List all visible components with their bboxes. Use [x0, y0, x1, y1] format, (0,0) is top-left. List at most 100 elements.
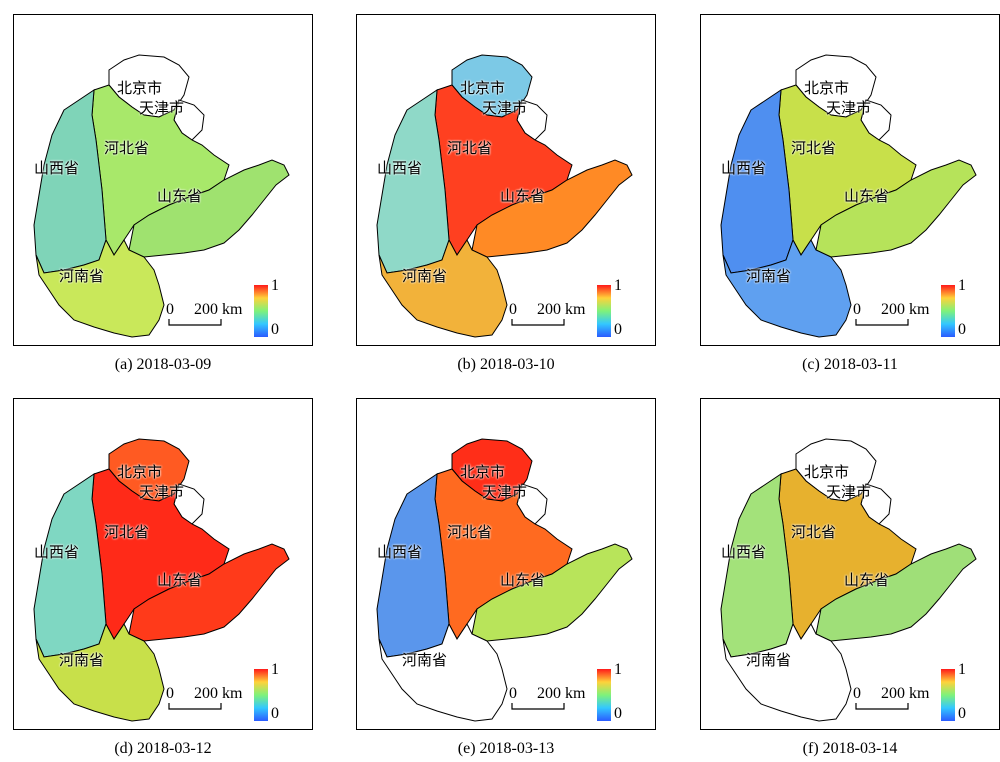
- scalebar-distance: 200 km: [194, 301, 243, 318]
- colorbar-max: 1: [271, 277, 279, 294]
- panel-caption: (e) 2018-03-13: [457, 740, 555, 757]
- scalebar-distance: 200 km: [881, 301, 930, 318]
- province-shandong: [815, 159, 977, 258]
- colorbar: [941, 669, 955, 721]
- province-henan: [378, 238, 508, 338]
- scalebar-line: [168, 319, 222, 326]
- label-hebei: 河北省: [104, 523, 150, 541]
- map-panel: 北京市天津市河北省山西省山东省河南省 0 200 km 1 0: [13, 14, 313, 346]
- map-panel: 北京市天津市河北省山西省山东省河南省 0 200 km 1 0: [356, 14, 656, 346]
- map-panel: 北京市天津市河北省山西省山东省河南省 0 200 km 1 0: [700, 14, 1000, 346]
- scalebar-line: [511, 703, 565, 710]
- province-shandong: [471, 543, 633, 642]
- panel-caption: (d) 2018-03-12: [114, 740, 212, 757]
- colorbar-max: 1: [614, 661, 622, 678]
- label-henan: 河南省: [746, 267, 792, 285]
- province-shandong: [128, 159, 290, 258]
- label-shandong: 山东省: [500, 571, 546, 589]
- label-tianjin: 天津市: [826, 483, 872, 501]
- colorbar-max: 1: [614, 277, 622, 294]
- label-hebei: 河北省: [104, 139, 150, 157]
- label-tianjin: 天津市: [826, 99, 872, 117]
- label-beijing: 北京市: [460, 463, 506, 481]
- region-map: [376, 54, 633, 338]
- province-shandong: [471, 159, 633, 258]
- panel-caption: (b) 2018-03-10: [457, 356, 555, 373]
- colorbar-min: 0: [614, 705, 622, 722]
- scalebar-distance: 200 km: [537, 685, 586, 702]
- label-henan: 河南省: [59, 651, 105, 669]
- region-map: [33, 438, 290, 722]
- colorbar-min: 0: [958, 705, 966, 722]
- colorbar-max: 1: [958, 277, 966, 294]
- label-shandong: 山东省: [157, 187, 203, 205]
- label-shanxi: 山西省: [721, 543, 767, 561]
- scalebar-line: [855, 703, 909, 710]
- label-henan: 河南省: [59, 267, 105, 285]
- scalebar-zero: 0: [166, 685, 174, 702]
- province-shandong: [128, 543, 290, 642]
- label-tianjin: 天津市: [482, 99, 528, 117]
- province-shandong: [815, 543, 977, 642]
- label-henan: 河南省: [402, 651, 448, 669]
- label-hebei: 河北省: [791, 139, 837, 157]
- province-henan: [35, 238, 165, 338]
- label-tianjin: 天津市: [139, 99, 185, 117]
- region-map: [376, 438, 633, 722]
- colorbar-min: 0: [958, 321, 966, 338]
- label-tianjin: 天津市: [139, 483, 185, 501]
- colorbar-max: 1: [958, 661, 966, 678]
- scalebar-zero: 0: [509, 685, 517, 702]
- label-tianjin: 天津市: [482, 483, 528, 501]
- colorbar-min: 0: [271, 321, 279, 338]
- label-hebei: 河北省: [791, 523, 837, 541]
- label-shandong: 山东省: [844, 571, 890, 589]
- scalebar-line: [511, 319, 565, 326]
- label-shanxi: 山西省: [377, 543, 423, 561]
- colorbar: [254, 669, 268, 721]
- colorbar-min: 0: [271, 705, 279, 722]
- province-henan: [35, 622, 165, 722]
- colorbar-max: 1: [271, 661, 279, 678]
- scalebar-zero: 0: [166, 301, 174, 318]
- label-shandong: 山东省: [500, 187, 546, 205]
- label-henan: 河南省: [402, 267, 448, 285]
- colorbar: [597, 285, 611, 337]
- map-panel: 北京市 天津市 河北省 山西省 山东省 河南省 0 200 km 1 0: [700, 398, 1000, 730]
- label-henan: 河南省: [746, 651, 792, 669]
- colorbar: [254, 285, 268, 337]
- label-shanxi: 山西省: [34, 543, 80, 561]
- colorbar: [941, 285, 955, 337]
- label-beijing: 北京市: [804, 463, 850, 481]
- province-henan: [378, 622, 508, 722]
- colorbar: [597, 669, 611, 721]
- label-beijing: 北京市: [117, 463, 163, 481]
- label-beijing: 北京市: [804, 79, 850, 97]
- region-map: [33, 54, 290, 338]
- scalebar-zero: 0: [509, 301, 517, 318]
- region-map: [720, 54, 977, 338]
- label-hebei: 河北省: [447, 139, 493, 157]
- province-henan: [722, 622, 852, 722]
- panel-caption: (f) 2018-03-14: [802, 740, 898, 757]
- scalebar-distance: 200 km: [537, 301, 586, 318]
- label-shanxi: 山西省: [721, 159, 767, 177]
- scalebar-line: [168, 703, 222, 710]
- province-henan: [722, 238, 852, 338]
- map-panel: 北京市天津市河北省山西省山东省河南省 0 200 km 1 0: [13, 398, 313, 730]
- label-hebei: 河北省: [447, 523, 493, 541]
- scalebar-distance: 200 km: [194, 685, 243, 702]
- scalebar-zero: 0: [853, 301, 861, 318]
- label-shanxi: 山西省: [377, 159, 423, 177]
- label-shanxi: 山西省: [34, 159, 80, 177]
- panel-caption: (a) 2018-03-09: [114, 356, 212, 373]
- map-panel: 北京市天津市河北省山西省山东省河南省 0 200 km 1 0: [356, 398, 656, 730]
- colorbar-min: 0: [614, 321, 622, 338]
- label-shandong: 山东省: [844, 187, 890, 205]
- label-shandong: 山东省: [157, 571, 203, 589]
- scalebar-zero: 0: [853, 685, 861, 702]
- region-map: [720, 438, 977, 722]
- label-beijing: 北京市: [460, 79, 506, 97]
- label-beijing: 北京市: [117, 79, 163, 97]
- scalebar-line: [855, 319, 909, 326]
